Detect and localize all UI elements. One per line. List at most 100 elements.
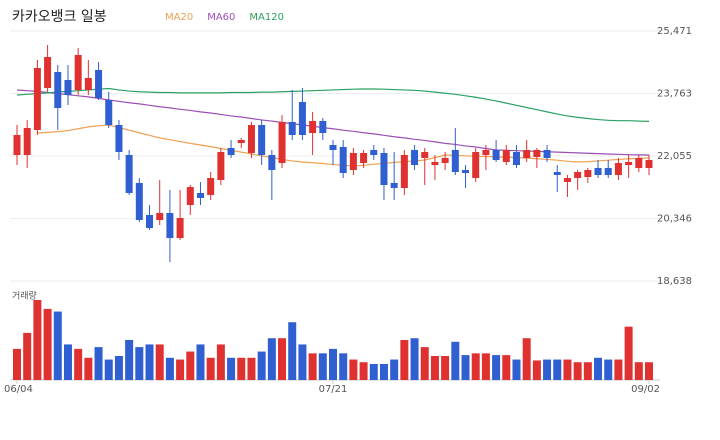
volume-bar [298, 344, 307, 380]
candle-body [156, 212, 164, 221]
volume-bar [624, 326, 633, 380]
volume-bar [553, 359, 562, 380]
volume-bar [237, 357, 246, 380]
candle-body [533, 149, 541, 158]
candle-body [584, 169, 592, 178]
candle-body [411, 149, 419, 166]
volume-bar [369, 364, 378, 380]
volume-bar [451, 341, 460, 380]
x-tick-label: 06/04 [4, 384, 33, 395]
volume-label: 거래량 [12, 290, 37, 302]
volume-bar [278, 338, 287, 380]
volume-bar [359, 362, 368, 380]
volume-bar [43, 308, 52, 380]
x-tick-label: 07/21 [319, 384, 348, 395]
candle-body [64, 79, 72, 95]
volume-bar [145, 344, 154, 380]
x-tick-label: 09/02 [631, 384, 660, 395]
candle-body [115, 124, 123, 152]
candle-body [604, 168, 612, 176]
chart-title: 카카오뱅크 일봉 [12, 9, 107, 25]
candle-body [482, 149, 490, 155]
volume-bar [594, 357, 603, 380]
volume-bar [318, 353, 327, 380]
volume-bar [74, 348, 83, 380]
volume-bar [196, 344, 205, 380]
volume-bar [165, 357, 174, 380]
volume-bar [481, 353, 490, 380]
candle-body [421, 151, 429, 158]
volume-bar [288, 322, 297, 380]
candle-body [543, 149, 551, 158]
candle-body [319, 121, 327, 134]
candle-body [370, 149, 378, 155]
candle-body [462, 169, 470, 173]
candle-body [553, 172, 561, 176]
volume-bar [13, 348, 21, 380]
volume-bar [23, 332, 32, 380]
candle-body [492, 149, 500, 161]
volume-bar [94, 347, 103, 380]
candle-body [502, 149, 510, 162]
y-tick-label: 22,055 [657, 151, 692, 162]
volume-bar [176, 359, 185, 380]
y-tick-label: 23,763 [657, 88, 692, 99]
volume-bar [512, 359, 521, 380]
volume-bar [532, 360, 541, 380]
ma-line [16, 87, 650, 123]
volume-bar [634, 362, 643, 380]
volume-bar [206, 357, 215, 380]
candle-body [400, 154, 408, 188]
candle-body [594, 168, 602, 176]
legend-label: MA120 [249, 12, 284, 23]
candle-body [54, 72, 62, 109]
volume-bar [461, 355, 470, 380]
volume-bar [543, 359, 552, 380]
volume-bar [135, 347, 144, 380]
candle-body [146, 214, 154, 228]
volume-bar [53, 311, 62, 380]
candle-body [441, 157, 449, 164]
volume-bar [216, 344, 225, 380]
candle-body [329, 145, 337, 150]
y-tick-label: 20,346 [657, 214, 692, 225]
candle-body [237, 139, 245, 143]
volume-bar [329, 348, 337, 380]
candle-body [298, 102, 306, 136]
legend-label: MA20 [165, 12, 193, 23]
candle-body [166, 212, 174, 239]
volume-bar [390, 359, 399, 380]
volume-bar [492, 355, 501, 380]
candle-body [268, 154, 276, 170]
candle-body [360, 152, 368, 164]
candle-body [33, 67, 41, 131]
candle-body [176, 217, 184, 239]
volume-bar [400, 340, 409, 380]
candle-body [196, 193, 204, 198]
candle-body [472, 151, 480, 179]
volume-bar [104, 359, 113, 380]
candle-body [74, 55, 82, 91]
volume-bar [583, 362, 592, 380]
volume-bar [186, 351, 195, 380]
volume-bar [573, 362, 582, 380]
candle-body [207, 178, 215, 195]
volume-bar [420, 347, 429, 380]
candle-body [523, 149, 531, 158]
candle-body [95, 70, 103, 98]
volume-bar [125, 340, 134, 380]
candle-body [349, 152, 357, 170]
candle-body [23, 127, 31, 155]
candle-body [563, 178, 571, 182]
volume-bar [645, 362, 653, 380]
candle-body [339, 147, 347, 173]
candle-body [125, 154, 133, 194]
candle-body [431, 161, 439, 166]
candle-body [13, 135, 21, 155]
volume-bar [430, 356, 439, 380]
candle-body [625, 161, 633, 166]
volume-bar [114, 356, 123, 380]
candle-body [390, 182, 398, 188]
volume-bar [563, 359, 572, 380]
